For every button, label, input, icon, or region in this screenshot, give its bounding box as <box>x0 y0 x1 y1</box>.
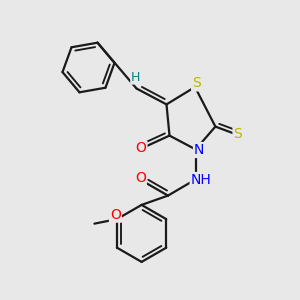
Text: O: O <box>135 171 146 185</box>
Text: N: N <box>194 143 204 157</box>
Text: S: S <box>233 127 242 141</box>
Text: O: O <box>136 142 146 155</box>
Text: O: O <box>110 208 121 222</box>
Text: NH: NH <box>190 173 212 187</box>
Text: H: H <box>131 70 141 84</box>
Text: S: S <box>192 76 201 90</box>
